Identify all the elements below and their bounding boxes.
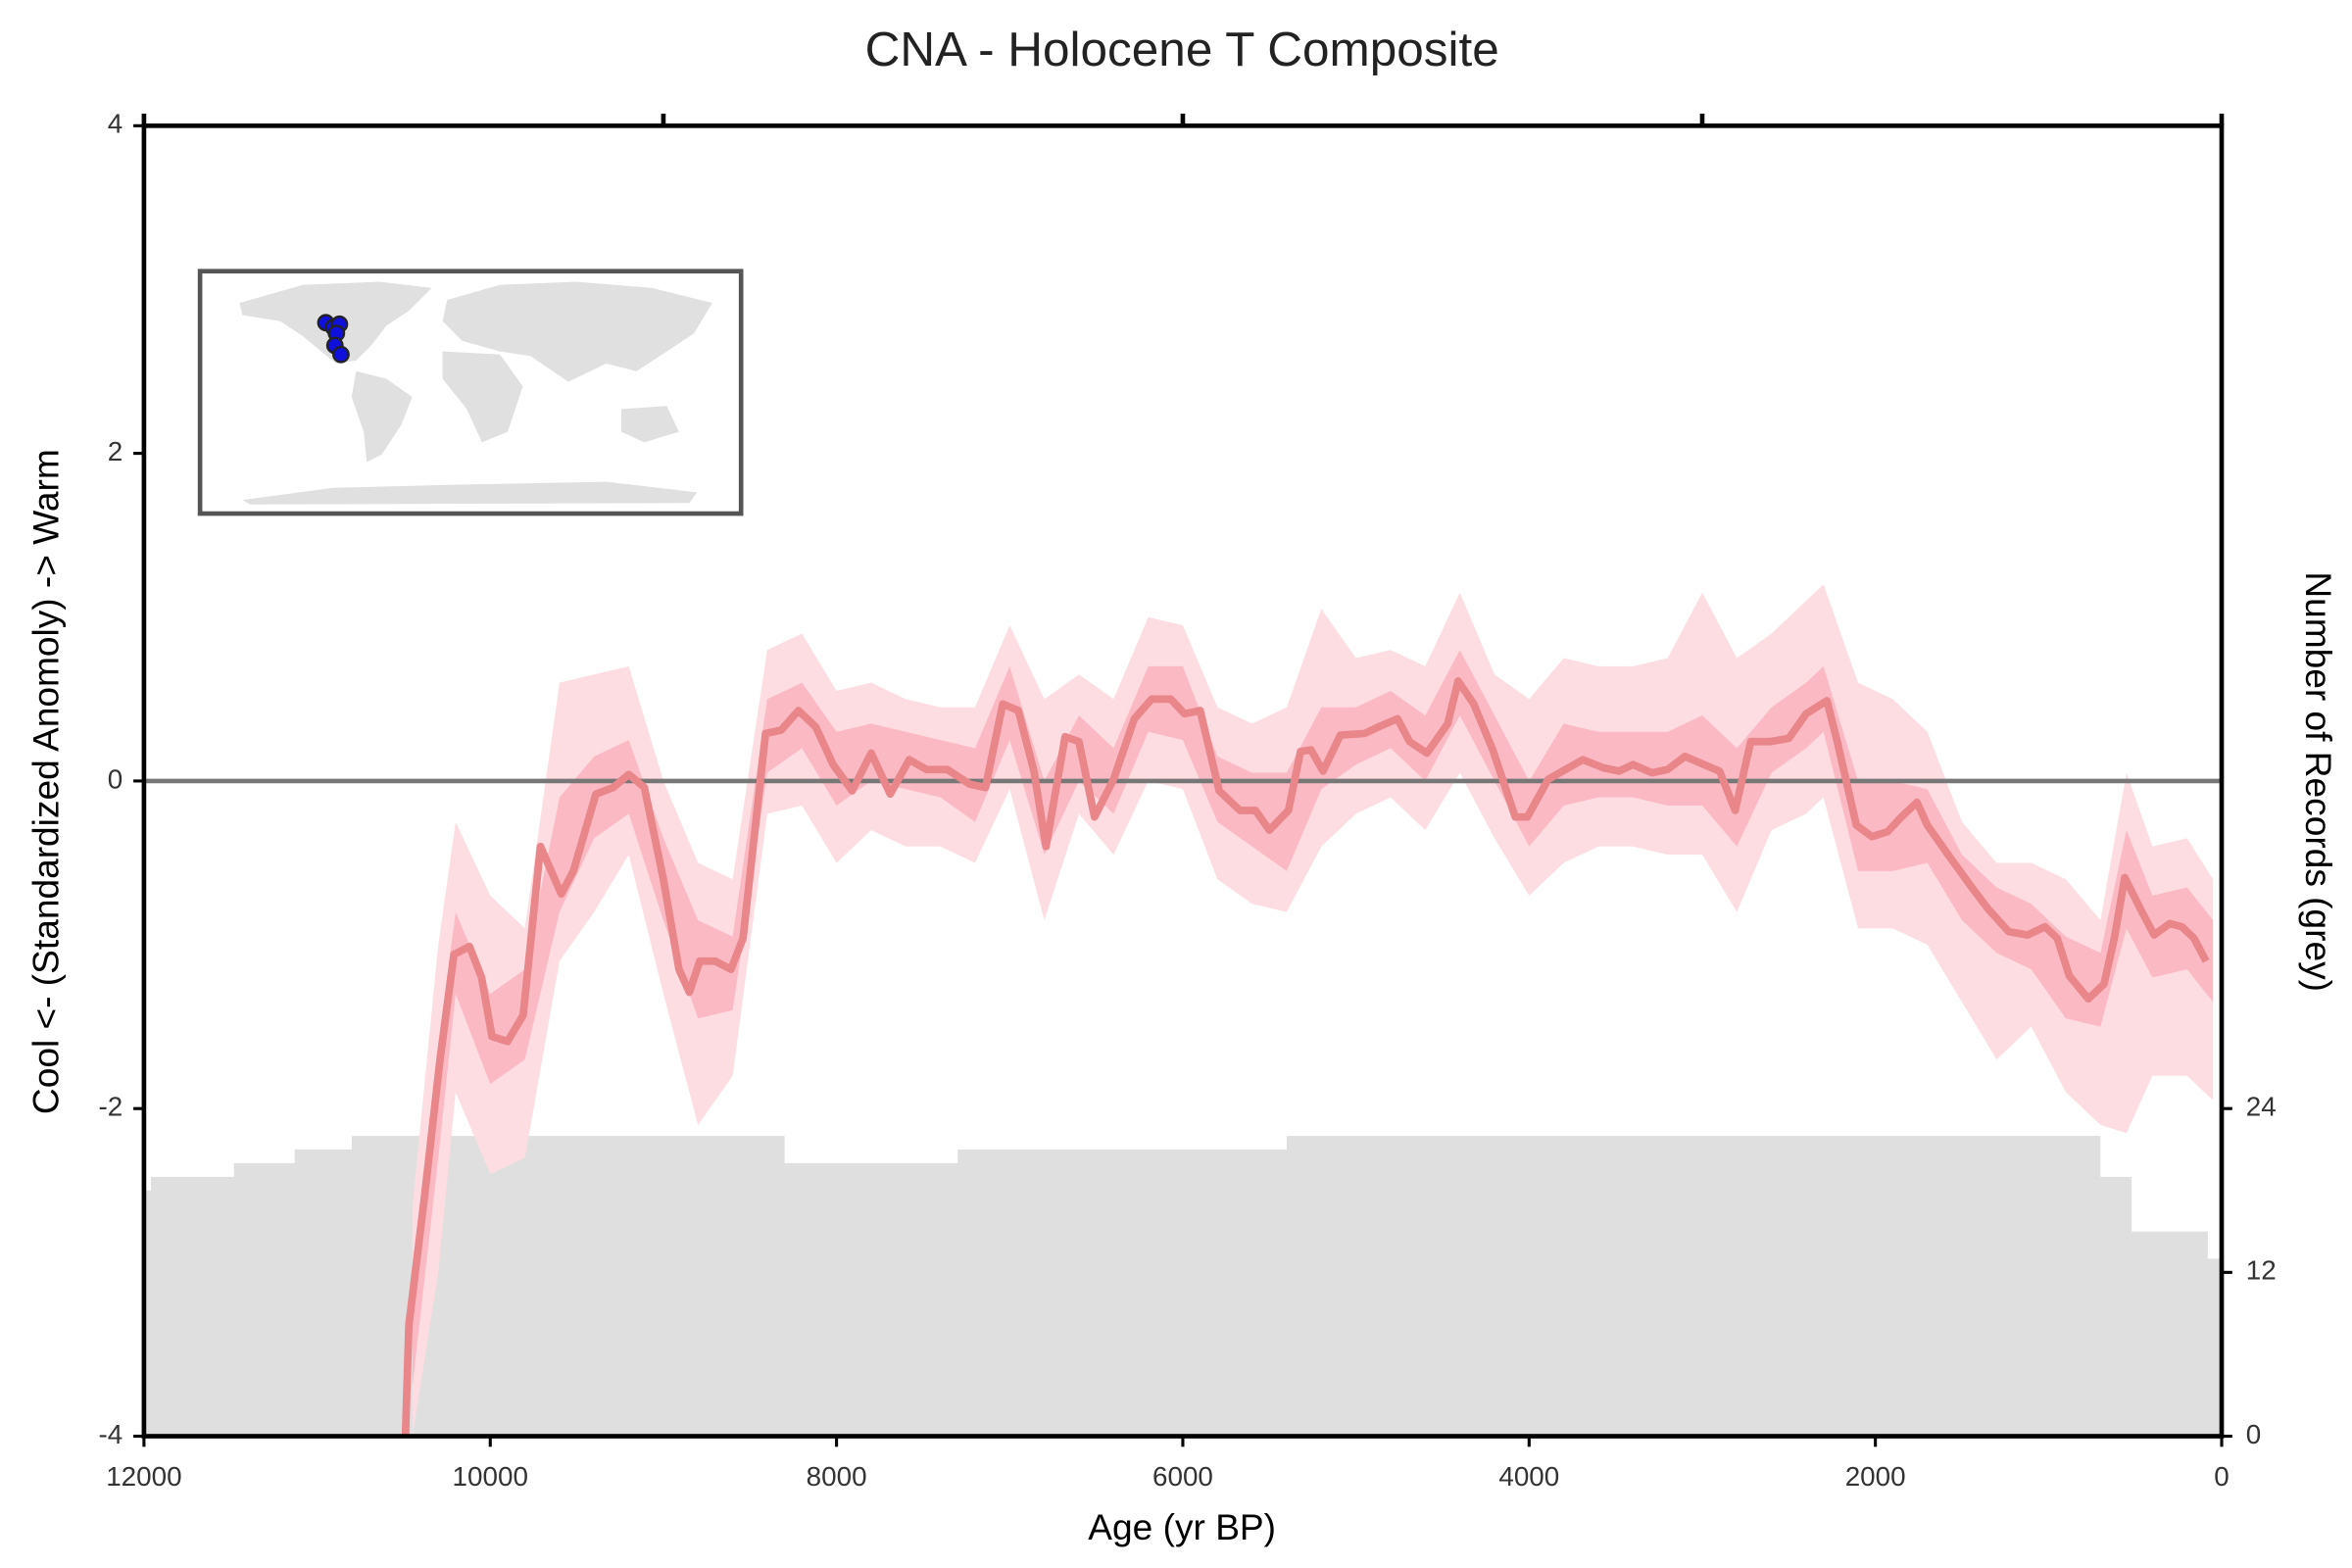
x-tick-label: 12000 xyxy=(106,1461,181,1492)
x-tick-label: 4000 xyxy=(1498,1461,1559,1492)
y-tick-label: 4 xyxy=(108,109,122,139)
y-tick-label: 0 xyxy=(108,763,122,794)
site-markers xyxy=(317,314,350,364)
y2-axis-label: Number of Records (grey) xyxy=(2298,571,2339,992)
y2-tick-label: 12 xyxy=(2246,1255,2277,1286)
x-tick-label: 2000 xyxy=(1845,1461,1906,1492)
uncertainty-band xyxy=(412,584,2214,1437)
median-line xyxy=(401,677,2210,1437)
y2-tick-label: 0 xyxy=(2246,1419,2261,1449)
y-axis-label: Cool <- (Standardized Anomoly) -> Warm xyxy=(24,449,66,1114)
continents xyxy=(239,281,712,505)
x-tick-label: 6000 xyxy=(1152,1461,1213,1492)
chart-title: CNA - Holocene T Composite xyxy=(865,23,1499,76)
x-tick-label: 0 xyxy=(2214,1461,2229,1492)
location-map xyxy=(197,269,744,516)
plot-area xyxy=(143,584,2223,1437)
x-axis-label: Age (yr BP) xyxy=(1088,1506,1276,1547)
x-tick-label: 8000 xyxy=(807,1461,867,1492)
x-tick-label: 10000 xyxy=(453,1461,528,1492)
y2-tick-label: 24 xyxy=(2246,1092,2277,1122)
y-tick-label: 2 xyxy=(108,436,122,466)
y-tick-label: -4 xyxy=(99,1419,123,1449)
uncertainty-band xyxy=(412,650,2214,1388)
records-area xyxy=(143,1136,2223,1437)
y-tick-label: -2 xyxy=(99,1092,123,1122)
